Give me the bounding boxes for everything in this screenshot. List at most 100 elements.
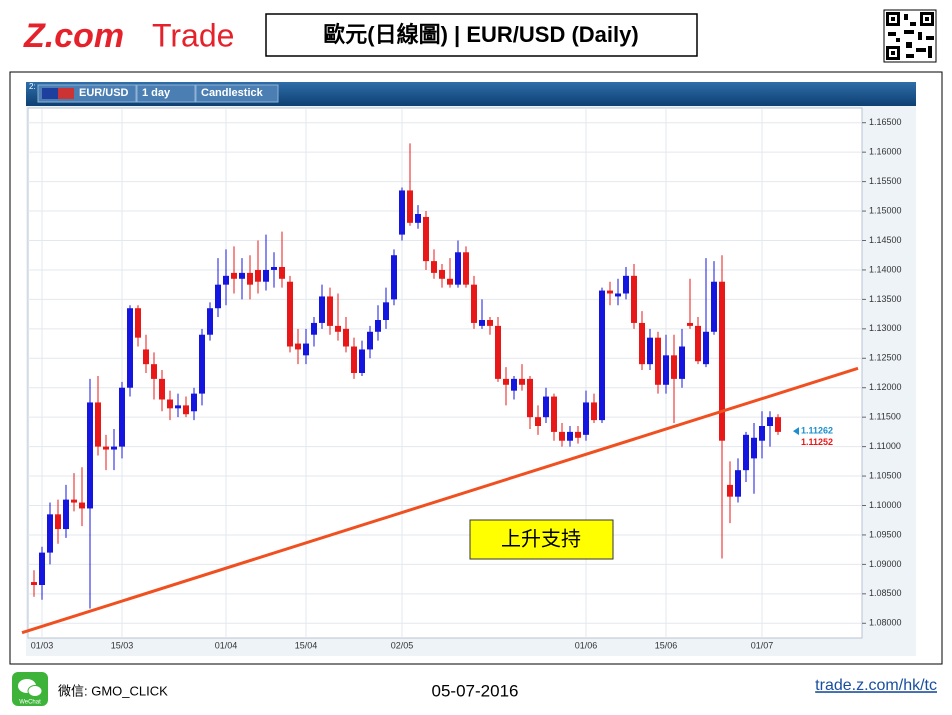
candle-body xyxy=(103,446,109,450)
x-tick-label: 01/07 xyxy=(751,640,774,650)
y-tick-label: 1.09500 xyxy=(869,529,902,539)
candle-body xyxy=(679,346,685,379)
period-button[interactable] xyxy=(136,84,196,103)
candle-body xyxy=(727,484,733,497)
candle-body xyxy=(559,431,565,441)
candle-body xyxy=(615,293,621,297)
candle-body xyxy=(183,405,189,415)
candle-body xyxy=(455,252,461,285)
title-box xyxy=(265,13,698,57)
y-tick-label: 1.14000 xyxy=(869,264,902,274)
candle-body xyxy=(775,417,781,432)
candle-body xyxy=(743,434,749,471)
annotation: 上升支持 xyxy=(501,527,581,550)
candle-body xyxy=(199,334,205,394)
candle-body xyxy=(639,322,645,365)
candle-body xyxy=(239,272,245,279)
candle-body xyxy=(623,275,629,294)
candle-body xyxy=(207,308,213,335)
candle-body xyxy=(415,214,421,223)
candle-body xyxy=(247,272,253,285)
plot: 1.08000 1.08500 1.09000 1.09500 1.10000 1.105… xyxy=(21,108,902,650)
candle-body xyxy=(79,502,85,509)
title: 歐元(日線圖) | EUR/USD (Daily) xyxy=(323,22,638,47)
candle-body xyxy=(263,269,269,282)
candle-body xyxy=(87,402,93,509)
candle-body xyxy=(647,337,653,365)
candle-body xyxy=(423,216,429,262)
wechat-icon-label: WeChat xyxy=(19,700,41,706)
candle-body xyxy=(471,284,477,323)
qr-code xyxy=(883,9,937,63)
flag-eu xyxy=(42,88,58,99)
candle-body xyxy=(607,290,613,294)
style-button[interactable] xyxy=(195,84,279,103)
candle-body xyxy=(71,499,77,503)
candle-body xyxy=(159,378,165,400)
candle-body xyxy=(367,331,373,350)
y-tick-label: 1.13500 xyxy=(869,294,902,304)
candle-body xyxy=(55,514,61,530)
date: 05-07-2016 xyxy=(432,681,519,700)
candle-body xyxy=(95,402,101,447)
x-tick-label: 01/06 xyxy=(575,640,598,650)
candle-body xyxy=(719,281,725,441)
candle-body xyxy=(359,349,365,373)
candle-body xyxy=(767,417,773,426)
toolbar-symbol: EUR/USD xyxy=(79,87,129,99)
candle-body xyxy=(575,431,581,438)
logo-suffix: Trade xyxy=(152,17,234,53)
y-tick-label: 1.12500 xyxy=(869,353,902,363)
candle-body xyxy=(383,302,389,320)
y-tick-label: 1.14500 xyxy=(869,235,902,245)
candle-body xyxy=(255,269,261,282)
candle-body xyxy=(127,308,133,388)
candle-body xyxy=(511,378,517,391)
candle-body xyxy=(399,190,405,235)
toolbar-index: 2: xyxy=(29,82,36,91)
candle-body xyxy=(303,343,309,356)
candle-body xyxy=(599,290,605,421)
candle-body xyxy=(503,378,509,385)
candle-body xyxy=(119,387,125,447)
candle-body xyxy=(215,284,221,309)
candle-body xyxy=(191,393,197,412)
candle-body xyxy=(143,349,149,365)
x-tick-label: 01/03 xyxy=(31,640,54,650)
x-tick-label: 15/03 xyxy=(111,640,134,650)
candle-body xyxy=(271,267,277,270)
candle-body xyxy=(631,275,637,323)
y-tick-label: 1.11500 xyxy=(869,412,901,422)
candle-body xyxy=(279,267,285,279)
y-tick-label: 1.08000 xyxy=(869,618,902,628)
candle-body xyxy=(567,431,573,441)
candle-body xyxy=(703,331,709,365)
candle-body xyxy=(463,252,469,285)
x-tick-label: 01/04 xyxy=(215,640,238,650)
candle-body xyxy=(351,346,357,373)
y-tick-label: 1.16500 xyxy=(869,117,902,127)
candle-body xyxy=(335,325,341,332)
candle-body xyxy=(319,296,325,323)
candle-body xyxy=(343,328,349,347)
candle-body xyxy=(439,269,445,279)
y-tick-label: 1.15000 xyxy=(869,205,902,215)
candle-body xyxy=(495,325,501,379)
candle-body xyxy=(407,190,413,223)
trend-line xyxy=(21,366,859,635)
candle-body xyxy=(655,337,661,385)
candle-body xyxy=(751,437,757,459)
y-tick-label: 1.08500 xyxy=(869,588,902,598)
candle-body xyxy=(519,378,525,385)
x-tick-label: 15/06 xyxy=(655,640,678,650)
candle-body xyxy=(543,396,549,418)
x-tick-label: 15/04 xyxy=(295,640,318,650)
candle-body xyxy=(63,499,69,530)
last-price: 1.11262 xyxy=(801,426,833,436)
candle-body xyxy=(295,343,301,350)
candle-body xyxy=(487,320,493,326)
link[interactable]: trade.z.com/hk/tc xyxy=(815,677,937,694)
candle-body xyxy=(39,552,45,585)
